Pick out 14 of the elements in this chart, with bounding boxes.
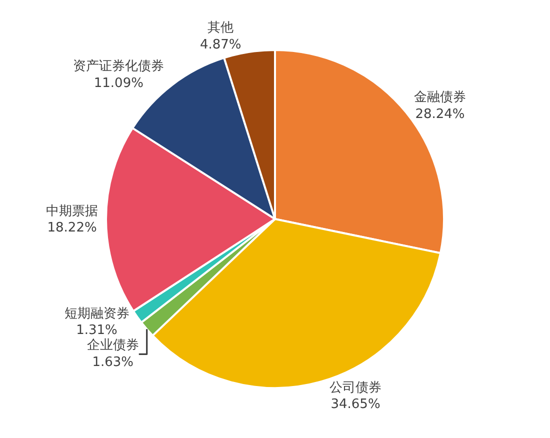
slice-label: 资产证券化债券 [73, 58, 164, 74]
data-label: 1.63% [92, 355, 134, 370]
data-label: 18.22% [47, 220, 97, 236]
slice-label: 企业债券 [86, 338, 139, 354]
data-label: 28.24% [415, 106, 465, 122]
data-label: 1.31% [76, 323, 118, 338]
slice-label: 中期票据 [46, 204, 98, 219]
data-label: 11.09% [94, 76, 144, 91]
slice-label: 金融债券 [414, 90, 466, 105]
slice-label: 其他 [208, 20, 234, 36]
data-label: 34.65% [330, 397, 380, 412]
slice-label: 短期融资券 [64, 306, 130, 322]
slice-label: 公司债券 [330, 380, 382, 396]
data-label: 4.87% [200, 37, 242, 52]
